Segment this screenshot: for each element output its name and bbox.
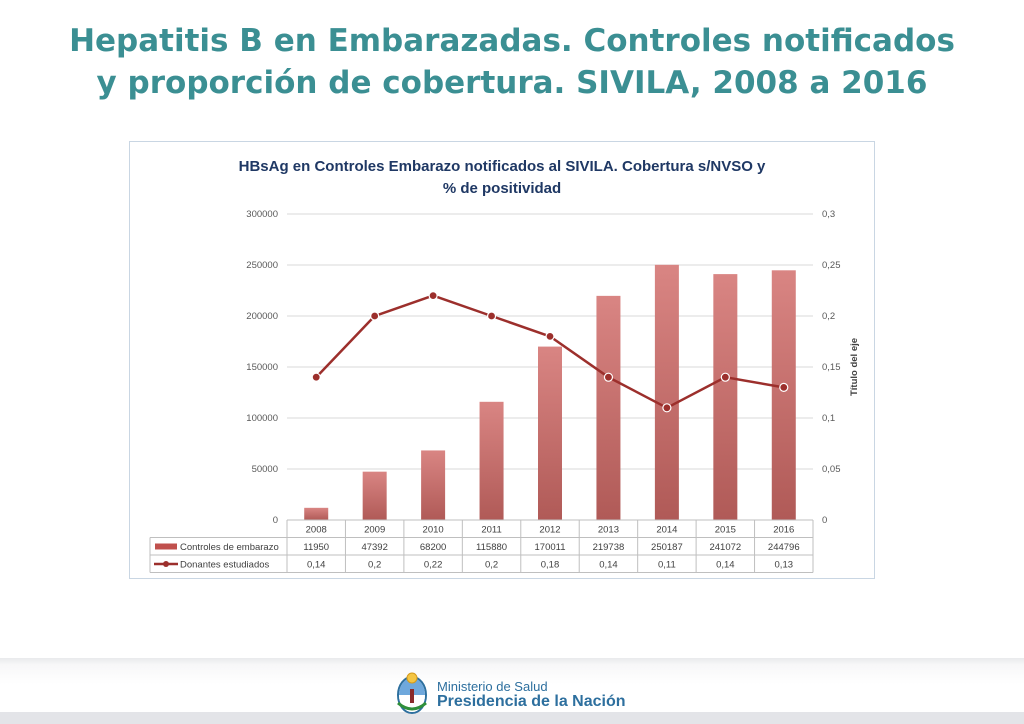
slide-title: Hepatitis B en Embarazadas. Controles no… — [40, 20, 984, 104]
data-label: 250187 — [651, 542, 683, 553]
bar — [713, 274, 738, 520]
y-left-tick-label: 150000 — [246, 362, 278, 373]
data-label: 170011 — [535, 542, 566, 553]
y-left-tick-label: 250000 — [246, 260, 278, 271]
x-tick-label: 2010 — [423, 525, 444, 536]
presidency-name: Presidencia de la Nación — [437, 693, 626, 710]
legend-line-marker — [163, 561, 169, 567]
y-right-tick-label: 0,1 — [822, 413, 835, 424]
y-left-tick-label: 50000 — [252, 464, 278, 475]
y-left-tick-label: 300000 — [246, 209, 278, 220]
data-label: 219738 — [593, 542, 625, 553]
bar — [596, 295, 621, 520]
national-shield-icon — [397, 672, 427, 714]
chart-title-line2: % de positividad — [443, 180, 561, 197]
data-label: 11950 — [303, 542, 329, 553]
data-label: 0,2 — [485, 560, 498, 571]
bar — [538, 346, 562, 520]
slide-title-line1: Hepatitis B en Embarazadas. Controles no… — [69, 23, 955, 59]
footer-shade — [0, 712, 1024, 724]
x-tick-label: 2009 — [364, 525, 385, 536]
x-tick-label: 2011 — [481, 525, 501, 536]
legend-bar-swatch — [155, 543, 177, 550]
data-label: 0,18 — [541, 560, 560, 571]
chart-title-line1: HBsAg en Controles Embarazo notificados … — [239, 158, 766, 175]
data-label: 241072 — [709, 542, 741, 553]
bar — [362, 471, 387, 520]
bar — [654, 264, 679, 520]
bar — [421, 450, 446, 520]
chart-frame: HBsAg en Controles Embarazo notificados … — [129, 141, 875, 579]
bar — [304, 507, 329, 520]
data-label: 0,11 — [658, 560, 676, 571]
x-tick-label: 2008 — [306, 525, 327, 536]
data-label: 244796 — [768, 542, 800, 553]
slide-title-line2: y proporción de cobertura. SIVILA, 2008 … — [96, 65, 928, 101]
line-point — [486, 311, 497, 321]
x-tick-label: 2014 — [656, 525, 677, 536]
line-point — [662, 403, 672, 413]
y-right-tick-label: 0,15 — [822, 362, 841, 373]
ministry-name: Ministerio de Salud — [437, 679, 548, 694]
legend-bar-label: Controles de embarazo — [180, 542, 279, 553]
y-right-tick-label: 0,3 — [822, 209, 835, 220]
data-label: 0,14 — [307, 560, 326, 571]
x-tick-label: 2016 — [773, 525, 794, 536]
combo-chart: HBsAg en Controles Embarazo notificados … — [149, 158, 860, 573]
bar — [479, 401, 504, 520]
line-point — [545, 331, 555, 341]
y-left-tick-label: 100000 — [246, 413, 278, 424]
line-point — [370, 311, 380, 321]
data-label: 0,22 — [424, 560, 443, 571]
y-right-tick-label: 0,05 — [822, 464, 841, 475]
y-left-tick-label: 0 — [273, 515, 278, 526]
data-label: 0,13 — [775, 560, 794, 571]
y-right-axis-label: Título del eje — [849, 338, 860, 396]
y-right-tick-label: 0 — [822, 515, 827, 526]
data-label: 47392 — [361, 542, 387, 553]
line-point — [720, 372, 730, 382]
line-point — [428, 291, 438, 301]
line-point — [603, 372, 614, 382]
bar — [771, 270, 796, 520]
legend-line-label: Donantes estudiados — [180, 560, 270, 571]
x-tick-label: 2013 — [598, 525, 619, 536]
y-left-tick-label: 200000 — [246, 311, 278, 322]
data-label: 0,14 — [716, 560, 735, 571]
line-point — [311, 372, 321, 382]
x-tick-label: 2015 — [715, 525, 736, 536]
ministry-logo: Ministerio de Salud Presidencia de la Na… — [394, 669, 634, 717]
data-label: 0,2 — [368, 560, 381, 571]
y-right-tick-label: 0,25 — [822, 260, 841, 271]
line-point — [779, 382, 789, 392]
x-tick-label: 2012 — [539, 525, 560, 536]
data-label: 0,14 — [599, 560, 618, 571]
data-label: 68200 — [420, 542, 446, 553]
y-right-tick-label: 0,2 — [822, 311, 835, 322]
data-label: 115880 — [476, 542, 507, 553]
